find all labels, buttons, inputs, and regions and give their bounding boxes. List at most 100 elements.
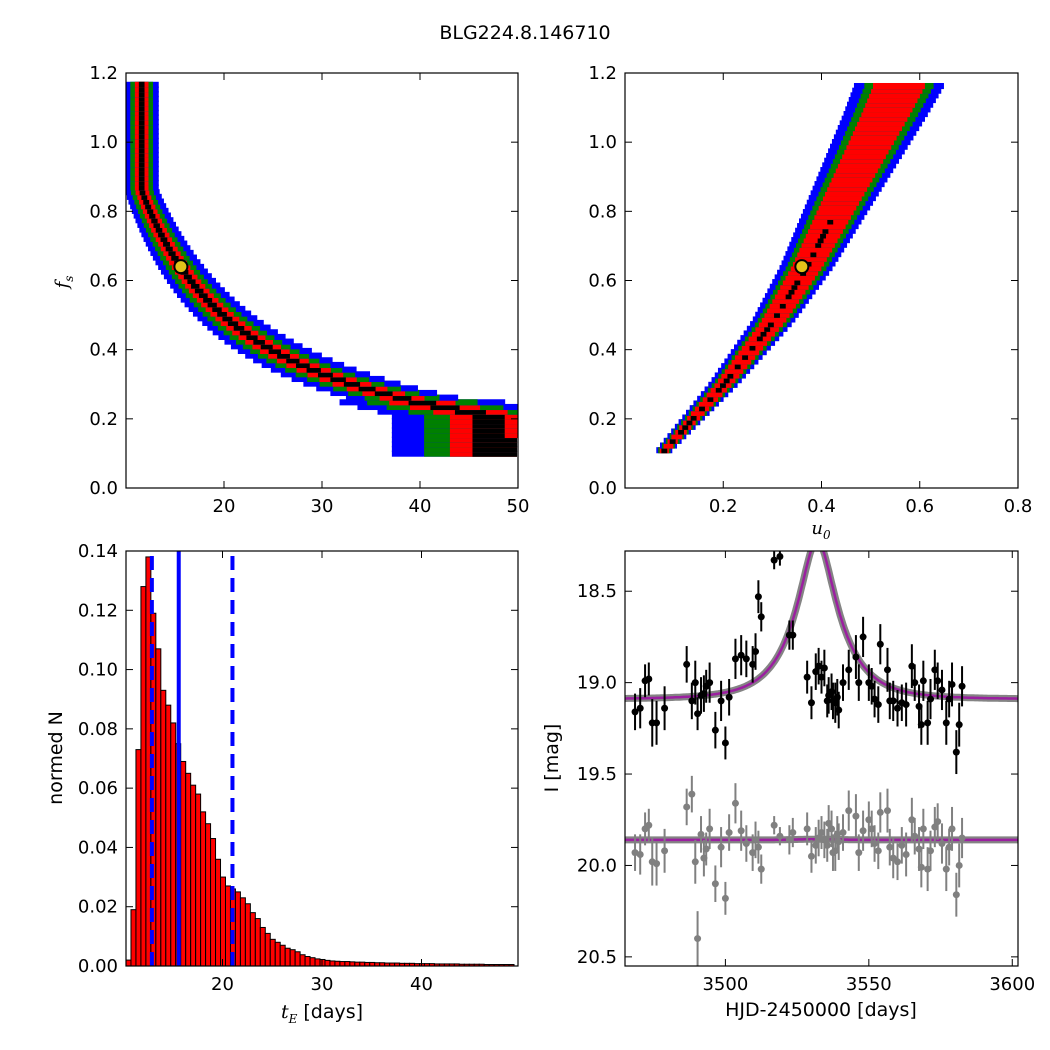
confidence-cell-1-sigma <box>706 391 723 398</box>
data-point <box>931 823 939 831</box>
plot-area <box>126 551 515 966</box>
data-point <box>859 633 867 641</box>
confidence-cell-best <box>153 221 160 228</box>
tr-ytick-label: 0.6 <box>588 271 617 292</box>
data-point <box>818 673 825 681</box>
confidence-cell-best <box>472 441 518 448</box>
histogram-bar <box>309 957 316 966</box>
histogram-bar <box>130 909 137 966</box>
histogram-bar <box>210 838 217 966</box>
data-point <box>785 836 793 844</box>
confidence-cell-best <box>286 357 300 364</box>
data-point <box>645 821 653 829</box>
confidence-cell-1-sigma <box>863 106 913 113</box>
confidence-cell-best <box>191 282 200 289</box>
confidence-cell-best <box>138 119 145 126</box>
confidence-cell-1-sigma <box>835 167 878 174</box>
data-point <box>828 688 836 696</box>
confidence-cell-1-sigma <box>785 274 815 281</box>
bl-ytick-label: 0.00 <box>78 956 118 977</box>
data-point <box>711 726 719 734</box>
data-point <box>955 721 963 729</box>
confidence-cell-best <box>749 344 756 351</box>
histogram-bar <box>349 961 356 966</box>
data-point <box>737 827 745 835</box>
confidence-cell-1-sigma <box>671 433 683 440</box>
br-ylabel: I [mag] <box>541 724 563 793</box>
data-point <box>702 845 710 853</box>
confidence-cell-best <box>138 114 145 121</box>
confidence-cell-1-sigma <box>852 129 900 136</box>
histogram-bar <box>289 949 296 966</box>
histogram-bar <box>314 958 321 966</box>
data-point <box>631 708 639 716</box>
confidence-cell-best <box>138 86 145 93</box>
histogram-bar <box>185 772 192 966</box>
confidence-cell-best <box>158 231 165 238</box>
confidence-cell-best <box>742 353 749 360</box>
data-point <box>871 695 879 703</box>
tr-xtick-label: 0.6 <box>905 496 934 517</box>
histogram-bar <box>294 951 301 966</box>
confidence-cell-best <box>472 422 505 429</box>
confidence-cell-best <box>171 254 179 261</box>
confidence-cell-best <box>138 161 145 168</box>
data-point <box>938 840 946 848</box>
tl-ytick-label: 0.6 <box>89 271 118 292</box>
confidence-cell-best <box>317 371 333 378</box>
fs-vs-tE-panel: 20 30 40 50 0.0 0.2 0.4 0.6 0.8 1.0 1.2 fs <box>52 63 529 517</box>
tr-xlabel: u0 <box>811 518 831 542</box>
confidence-cell-best <box>138 165 145 172</box>
tr-ytick-label: 0.4 <box>588 340 617 361</box>
confidence-cell-1-sigma <box>698 400 714 407</box>
histogram-bar <box>284 947 291 966</box>
data-point <box>958 682 966 690</box>
data-point <box>731 655 739 663</box>
tr-ytick-label: 1.0 <box>588 132 617 153</box>
histogram-bar <box>299 954 306 966</box>
confidence-cell-1-sigma <box>825 190 865 197</box>
data-point <box>742 840 750 848</box>
bl-xtick-label: 30 <box>311 974 334 995</box>
histogram-bar <box>170 722 177 966</box>
histogram-bar <box>269 938 276 966</box>
data-point <box>908 662 916 670</box>
data-point <box>852 653 860 661</box>
data-point <box>868 825 876 833</box>
confidence-cell-1-sigma <box>724 367 744 374</box>
data-point <box>636 850 644 858</box>
histogram-bar <box>279 944 286 966</box>
confidence-cell-1-sigma <box>767 307 793 314</box>
data-point <box>815 834 823 842</box>
confidence-cell-1-sigma <box>814 213 851 220</box>
data-point <box>711 880 719 888</box>
tl-xtick-label: 30 <box>311 496 334 517</box>
tl-ytick-label: 0.4 <box>89 340 118 361</box>
confidence-cell-1-sigma <box>731 358 752 365</box>
confidence-cell-1-sigma <box>820 199 860 206</box>
data-point <box>931 666 939 674</box>
confidence-cell-1-sigma <box>795 255 827 262</box>
data-point <box>835 838 843 846</box>
confidence-cell-1-sigma <box>829 181 870 188</box>
data-point <box>725 829 733 837</box>
data-point <box>683 660 691 668</box>
confidence-cell-best <box>817 237 824 244</box>
data-point <box>945 843 953 851</box>
bl-ytick-label: 0.14 <box>78 541 118 562</box>
confidence-cell-best <box>408 399 437 406</box>
data-point <box>770 821 778 829</box>
confidence-cell-best <box>392 394 412 401</box>
bl-xlabel: tE [days] <box>281 1001 363 1026</box>
histogram-bar <box>274 941 281 966</box>
br-ytick-label: 18.5 <box>577 581 617 602</box>
tr-ytick-label: 0.8 <box>588 201 617 222</box>
data-point <box>717 697 725 705</box>
data-point <box>924 719 932 727</box>
confidence-cell-best <box>138 151 145 158</box>
confidence-cell-best <box>246 333 258 340</box>
confidence-cell-best <box>699 405 705 412</box>
confidence-cell-best <box>227 319 239 326</box>
data-point <box>697 830 705 838</box>
data-point <box>902 850 910 858</box>
